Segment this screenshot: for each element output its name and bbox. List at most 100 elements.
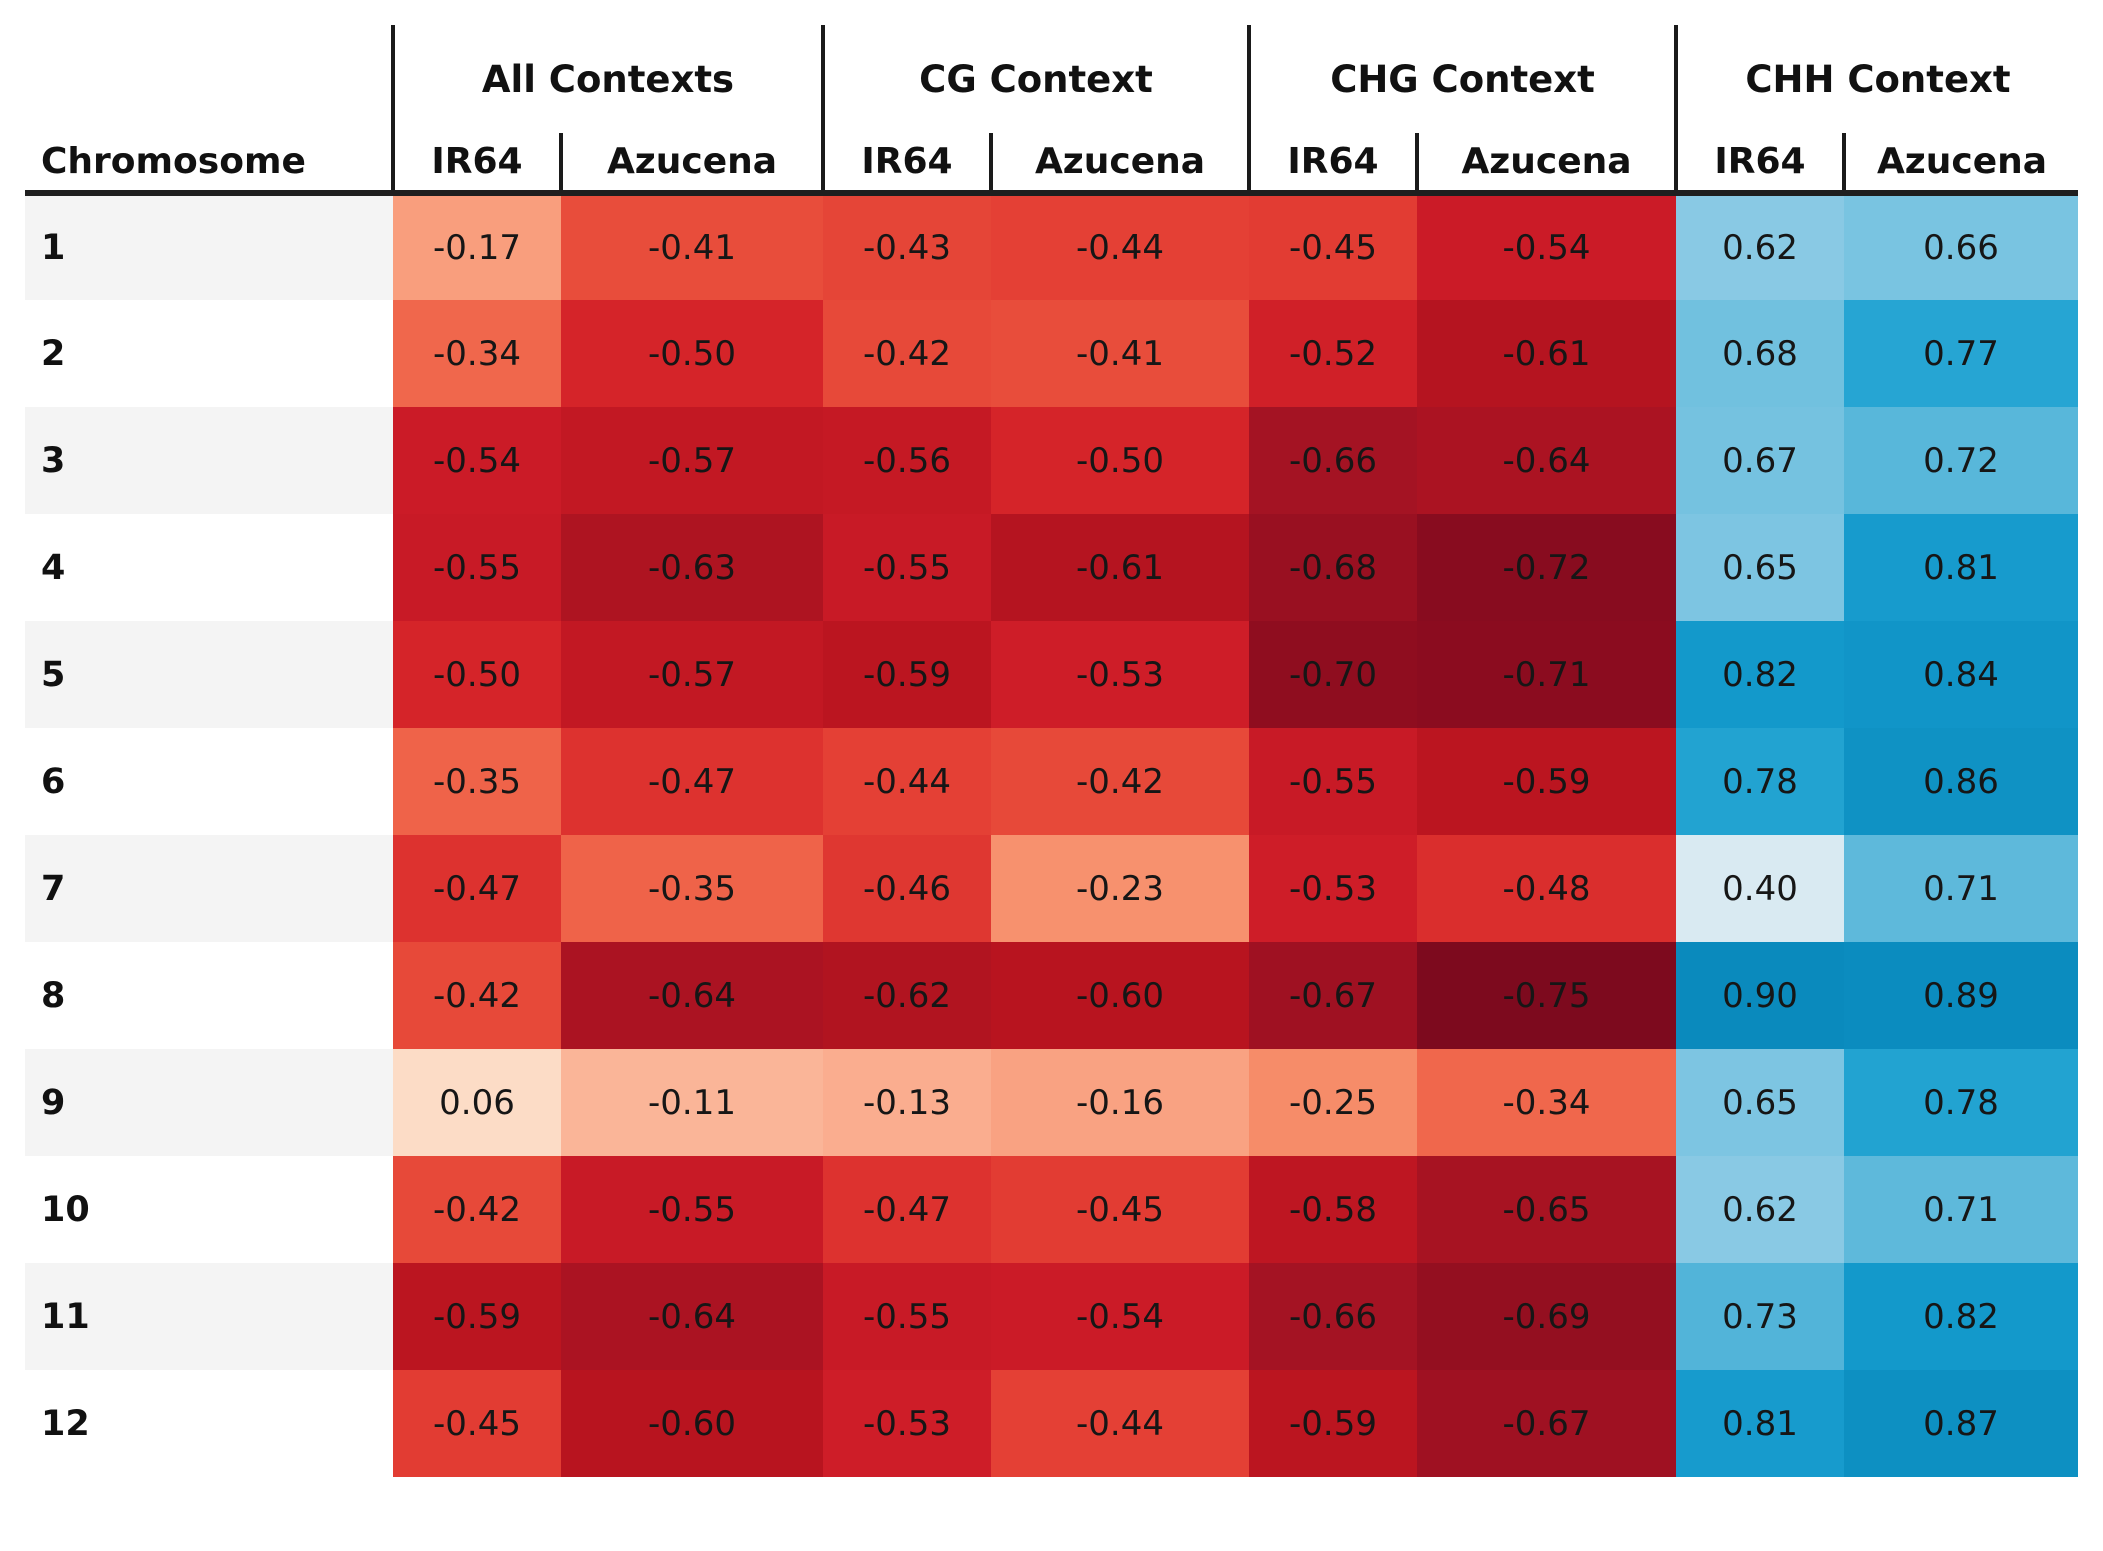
heatmap-cell: -0.59 (1249, 1370, 1417, 1477)
heatmap-cell: -0.72 (1417, 514, 1676, 621)
group-header-row: All Contexts CG Context CHG Context CHH … (25, 25, 2078, 133)
heatmap-cell: -0.41 (991, 300, 1249, 407)
heatmap-cell: 0.66 (1844, 193, 2078, 300)
heatmap-cell: 0.62 (1676, 193, 1844, 300)
heatmap-cell: -0.61 (1417, 300, 1676, 407)
sub-header-row: Chromosome IR64 Azucena IR64 Azucena IR6… (25, 133, 2078, 196)
heatmap-cell: -0.42 (393, 942, 561, 1049)
heatmap-cell: -0.35 (561, 835, 823, 942)
heatmap-cell: 0.68 (1676, 300, 1844, 407)
heatmap-cell: -0.35 (393, 728, 561, 835)
heatmap-cell: 0.67 (1676, 407, 1844, 514)
heatmap-cell: 0.65 (1676, 514, 1844, 621)
heatmap-cell: -0.67 (1417, 1370, 1676, 1477)
sub-header-ir64: IR64 (1674, 133, 1844, 196)
heatmap-cell: -0.53 (991, 621, 1249, 728)
heatmap-cell: -0.69 (1417, 1263, 1676, 1370)
heatmap-cell: -0.60 (561, 1370, 823, 1477)
heatmap-cell: 0.40 (1676, 835, 1844, 942)
table-row: 9 0.06 -0.11 -0.13 -0.16 -0.25 -0.34 0.65 0.78 (25, 1049, 2078, 1156)
chromosome-label: 9 (25, 1049, 393, 1156)
heatmap-cell: -0.13 (823, 1049, 991, 1156)
heatmap-cell: -0.43 (823, 193, 991, 300)
heatmap-cell: -0.59 (393, 1263, 561, 1370)
chromosome-label: 10 (25, 1156, 393, 1263)
heatmap-cell: -0.50 (991, 407, 1249, 514)
heatmap-cell: 0.82 (1676, 621, 1844, 728)
heatmap-cell: -0.25 (1249, 1049, 1417, 1156)
heatmap-cell: -0.55 (561, 1156, 823, 1263)
table-row: 2 -0.34 -0.50 -0.42 -0.41 -0.52 -0.61 0.68 0.77 (25, 300, 2078, 407)
heatmap-cell: -0.68 (1249, 514, 1417, 621)
chromosome-label: 8 (25, 942, 393, 1049)
heatmap-cell: -0.45 (393, 1370, 561, 1477)
heatmap-cell: -0.55 (823, 514, 991, 621)
table-row: 6 -0.35 -0.47 -0.44 -0.42 -0.55 -0.59 0.78 0.86 (25, 728, 2078, 835)
group-header-all-contexts: All Contexts (391, 25, 823, 133)
heatmap-cell: -0.47 (561, 728, 823, 835)
heatmap-cell: -0.44 (991, 1370, 1249, 1477)
heatmap-cell: -0.34 (393, 300, 561, 407)
heatmap-cell: 0.65 (1676, 1049, 1844, 1156)
chromosome-label: 5 (25, 621, 393, 728)
heatmap-cell: 0.06 (393, 1049, 561, 1156)
heatmap-cell: -0.54 (991, 1263, 1249, 1370)
table-row: 5 -0.50 -0.57 -0.59 -0.53 -0.70 -0.71 0.82 0.84 (25, 621, 2078, 728)
table-row: 4 -0.55 -0.63 -0.55 -0.61 -0.68 -0.72 0.65 0.81 (25, 514, 2078, 621)
heatmap-cell: 0.84 (1844, 621, 2078, 728)
heatmap-cell: -0.55 (823, 1263, 991, 1370)
heatmap-cell: -0.50 (561, 300, 823, 407)
chromosome-label: 11 (25, 1263, 393, 1370)
heatmap-cell: -0.60 (991, 942, 1249, 1049)
heatmap-cell: -0.45 (991, 1156, 1249, 1263)
chromosome-label: 3 (25, 407, 393, 514)
heatmap-cell: -0.57 (561, 621, 823, 728)
table-row: 10 -0.42 -0.55 -0.47 -0.45 -0.58 -0.65 0.62 0.71 (25, 1156, 2078, 1263)
heatmap-cell: -0.50 (393, 621, 561, 728)
group-header-chg-context: CHG Context (1247, 25, 1676, 133)
heatmap-cell: -0.16 (991, 1049, 1249, 1156)
heatmap-cell: 0.90 (1676, 942, 1844, 1049)
heatmap-cell: -0.64 (561, 1263, 823, 1370)
methylation-correlation-table: All Contexts CG Context CHG Context CHH … (25, 25, 2078, 1477)
chromosome-label: 1 (25, 193, 393, 300)
heatmap-cell: -0.63 (561, 514, 823, 621)
heatmap-cell: 0.81 (1676, 1370, 1844, 1477)
heatmap-cell: -0.53 (823, 1370, 991, 1477)
heatmap-cell: -0.47 (393, 835, 561, 942)
sub-header-azucena: Azucena (1842, 133, 2078, 196)
row-axis-header: Chromosome (25, 133, 393, 196)
heatmap-cell: -0.66 (1249, 1263, 1417, 1370)
heatmap-cell: 0.78 (1676, 728, 1844, 835)
heatmap-cell: 0.77 (1844, 300, 2078, 407)
heatmap-cell: -0.34 (1417, 1049, 1676, 1156)
sub-header-ir64: IR64 (821, 133, 991, 196)
table-row: 7 -0.47 -0.35 -0.46 -0.23 -0.53 -0.48 0.40 0.71 (25, 835, 2078, 942)
heatmap-cell: -0.42 (393, 1156, 561, 1263)
heatmap-cell: -0.44 (991, 193, 1249, 300)
heatmap-cell: -0.47 (823, 1156, 991, 1263)
heatmap-cell: 0.72 (1844, 407, 2078, 514)
group-header-chh-context: CHH Context (1674, 25, 2078, 133)
corner-cell (25, 25, 393, 133)
heatmap-cell: -0.65 (1417, 1156, 1676, 1263)
heatmap-cell: -0.11 (561, 1049, 823, 1156)
heatmap-cell: -0.54 (393, 407, 561, 514)
heatmap-cell: -0.70 (1249, 621, 1417, 728)
heatmap-cell: 0.86 (1844, 728, 2078, 835)
heatmap-cell: -0.66 (1249, 407, 1417, 514)
heatmap-cell: -0.42 (823, 300, 991, 407)
heatmap-cell: -0.59 (823, 621, 991, 728)
sub-header-ir64: IR64 (391, 133, 561, 196)
group-header-cg-context: CG Context (821, 25, 1249, 133)
heatmap-cell: -0.64 (561, 942, 823, 1049)
table-row: 8 -0.42 -0.64 -0.62 -0.60 -0.67 -0.75 0.90 0.89 (25, 942, 2078, 1049)
heatmap-cell: 0.73 (1676, 1263, 1844, 1370)
heatmap-cell: 0.78 (1844, 1049, 2078, 1156)
chromosome-label: 6 (25, 728, 393, 835)
heatmap-cell: 0.87 (1844, 1370, 2078, 1477)
heatmap-cell: 0.62 (1676, 1156, 1844, 1263)
heatmap-cell: 0.71 (1844, 835, 2078, 942)
heatmap-cell: -0.23 (991, 835, 1249, 942)
